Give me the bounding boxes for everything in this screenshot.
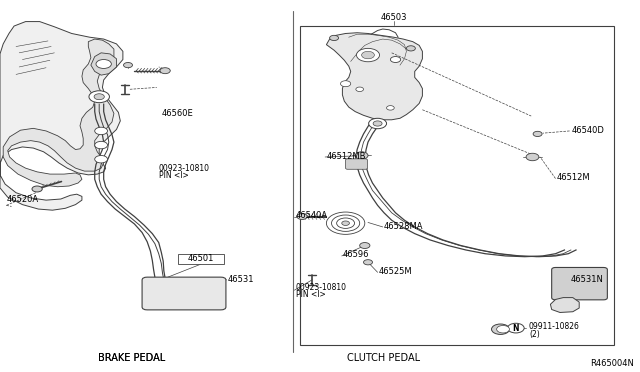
Text: 46503: 46503 xyxy=(380,13,407,22)
Circle shape xyxy=(406,46,415,51)
Polygon shape xyxy=(91,53,116,75)
Circle shape xyxy=(390,57,401,62)
Polygon shape xyxy=(0,22,123,210)
Text: 46540D: 46540D xyxy=(572,126,604,135)
FancyBboxPatch shape xyxy=(552,267,607,300)
Text: 00923-10810: 00923-10810 xyxy=(159,164,210,173)
Text: PIN <I>: PIN <I> xyxy=(159,171,188,180)
Text: 46531N: 46531N xyxy=(571,275,604,283)
Bar xyxy=(178,254,224,264)
Text: (2): (2) xyxy=(530,330,540,339)
Circle shape xyxy=(297,214,307,219)
Text: BRAKE PEDAL: BRAKE PEDAL xyxy=(98,353,166,363)
Circle shape xyxy=(340,81,351,87)
Text: 09911-10826: 09911-10826 xyxy=(529,322,579,331)
Text: CLUTCH PEDAL: CLUTCH PEDAL xyxy=(348,353,420,363)
Circle shape xyxy=(364,260,372,265)
Text: 00923-10810: 00923-10810 xyxy=(296,283,347,292)
Bar xyxy=(300,26,614,345)
Circle shape xyxy=(360,243,370,248)
Circle shape xyxy=(96,60,111,68)
Text: PIN <I>: PIN <I> xyxy=(296,290,325,299)
Circle shape xyxy=(89,91,109,103)
Text: 46501: 46501 xyxy=(188,254,214,263)
Polygon shape xyxy=(550,298,579,312)
Text: 46520A: 46520A xyxy=(6,195,38,203)
Circle shape xyxy=(497,326,509,333)
Circle shape xyxy=(32,186,42,192)
Text: 46596: 46596 xyxy=(343,250,369,259)
Circle shape xyxy=(95,141,108,149)
Circle shape xyxy=(533,131,542,137)
Text: 46540A: 46540A xyxy=(296,211,328,220)
Circle shape xyxy=(373,121,382,126)
Circle shape xyxy=(362,51,374,59)
Circle shape xyxy=(526,153,539,161)
Circle shape xyxy=(330,35,339,41)
Text: R465004N: R465004N xyxy=(589,359,634,368)
Text: 46512M: 46512M xyxy=(557,173,591,182)
Polygon shape xyxy=(3,39,114,187)
Circle shape xyxy=(94,94,104,100)
Text: BRAKE PEDAL: BRAKE PEDAL xyxy=(98,353,166,363)
Circle shape xyxy=(356,87,364,92)
Circle shape xyxy=(355,152,368,159)
Circle shape xyxy=(369,118,387,129)
Circle shape xyxy=(124,62,132,68)
Circle shape xyxy=(356,48,380,62)
Circle shape xyxy=(508,323,524,333)
Circle shape xyxy=(342,221,349,225)
Text: N: N xyxy=(513,324,519,333)
Text: 46560E: 46560E xyxy=(161,109,193,118)
Circle shape xyxy=(492,324,509,334)
Text: 46531: 46531 xyxy=(228,275,254,283)
Circle shape xyxy=(387,106,394,110)
Polygon shape xyxy=(326,33,422,120)
Text: 46512MB: 46512MB xyxy=(326,152,366,161)
Circle shape xyxy=(160,68,170,74)
FancyBboxPatch shape xyxy=(142,277,226,310)
FancyBboxPatch shape xyxy=(346,159,367,169)
Text: 46528MA: 46528MA xyxy=(384,222,424,231)
Circle shape xyxy=(95,155,108,163)
Circle shape xyxy=(95,127,108,135)
Text: 46525M: 46525M xyxy=(379,267,413,276)
